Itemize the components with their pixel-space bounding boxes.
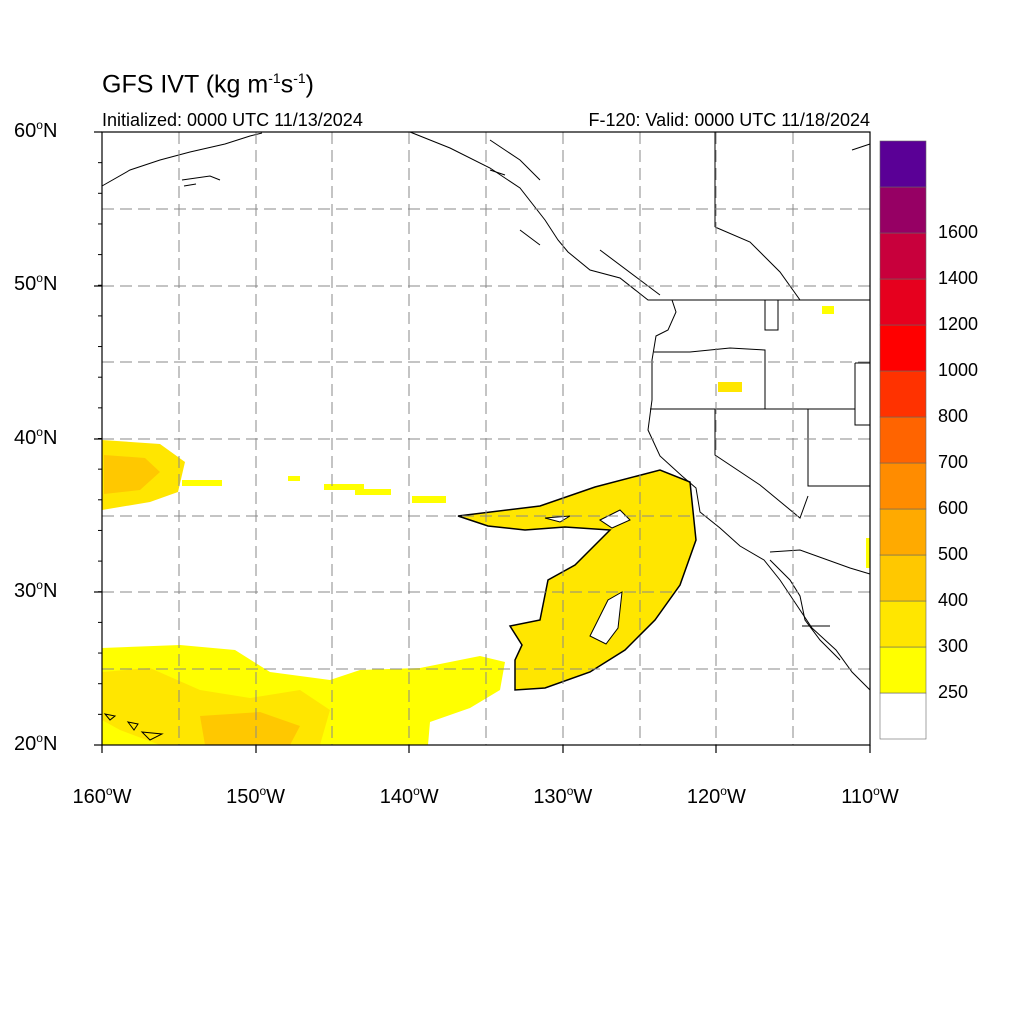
map-title: GFS IVT (kg m-1s-1) [102, 70, 314, 99]
colorbar-segment [879, 324, 927, 372]
initialized-text: Initialized: 0000 UTC 11/13/2024 [102, 110, 363, 130]
lat-label: 60oN [14, 118, 58, 142]
ivt-field [102, 306, 870, 745]
colorbar-segment [879, 600, 927, 648]
colorbar-segment [879, 278, 927, 326]
lon-label: 110oW [841, 784, 899, 808]
colorbar-label: 1200 [938, 314, 979, 334]
colorbar-label: 400 [938, 590, 969, 610]
lon-label: 140oW [379, 784, 439, 808]
colorbar-label: 1000 [938, 360, 979, 380]
colorbar [879, 140, 927, 740]
lon-label: 120oW [686, 784, 746, 808]
lon-label: 130oW [533, 784, 593, 808]
colorbar-label: 700 [938, 452, 969, 472]
colorbar-segment [879, 370, 927, 418]
colorbar-label: 300 [938, 636, 969, 656]
colorbar-segment [879, 232, 927, 280]
colorbar-segment [879, 416, 927, 464]
lat-label: 20oN [14, 731, 58, 755]
atmospheric-river [457, 469, 697, 691]
valid-time-text: F-120: Valid: 0000 UTC 11/18/2024 [588, 110, 870, 130]
lat-label: 30oN [14, 577, 58, 602]
colorbar-label: 800 [938, 406, 969, 426]
colorbar-segment [879, 140, 927, 188]
grid-lines [102, 132, 870, 745]
colorbar-segment [879, 462, 927, 510]
colorbar-segment [879, 692, 927, 740]
colorbar-segment [879, 186, 927, 234]
colorbar-label: 600 [938, 498, 969, 518]
colorbar-label: 1400 [938, 268, 979, 288]
lat-label: 50oN [14, 271, 58, 296]
colorbar-label: 500 [938, 544, 969, 564]
colorbar-segment [879, 508, 927, 556]
colorbar-segment [879, 554, 927, 602]
colorbar-label: 250 [938, 682, 969, 702]
colorbar-label: 1600 [938, 222, 979, 242]
colorbar-segment [879, 646, 927, 694]
minor-ticks [98, 131, 102, 746]
lon-label: 150oW [226, 784, 286, 808]
lat-label: 40oN [14, 424, 58, 449]
lon-label: 160oW [72, 784, 132, 808]
coastlines [101, 131, 871, 691]
